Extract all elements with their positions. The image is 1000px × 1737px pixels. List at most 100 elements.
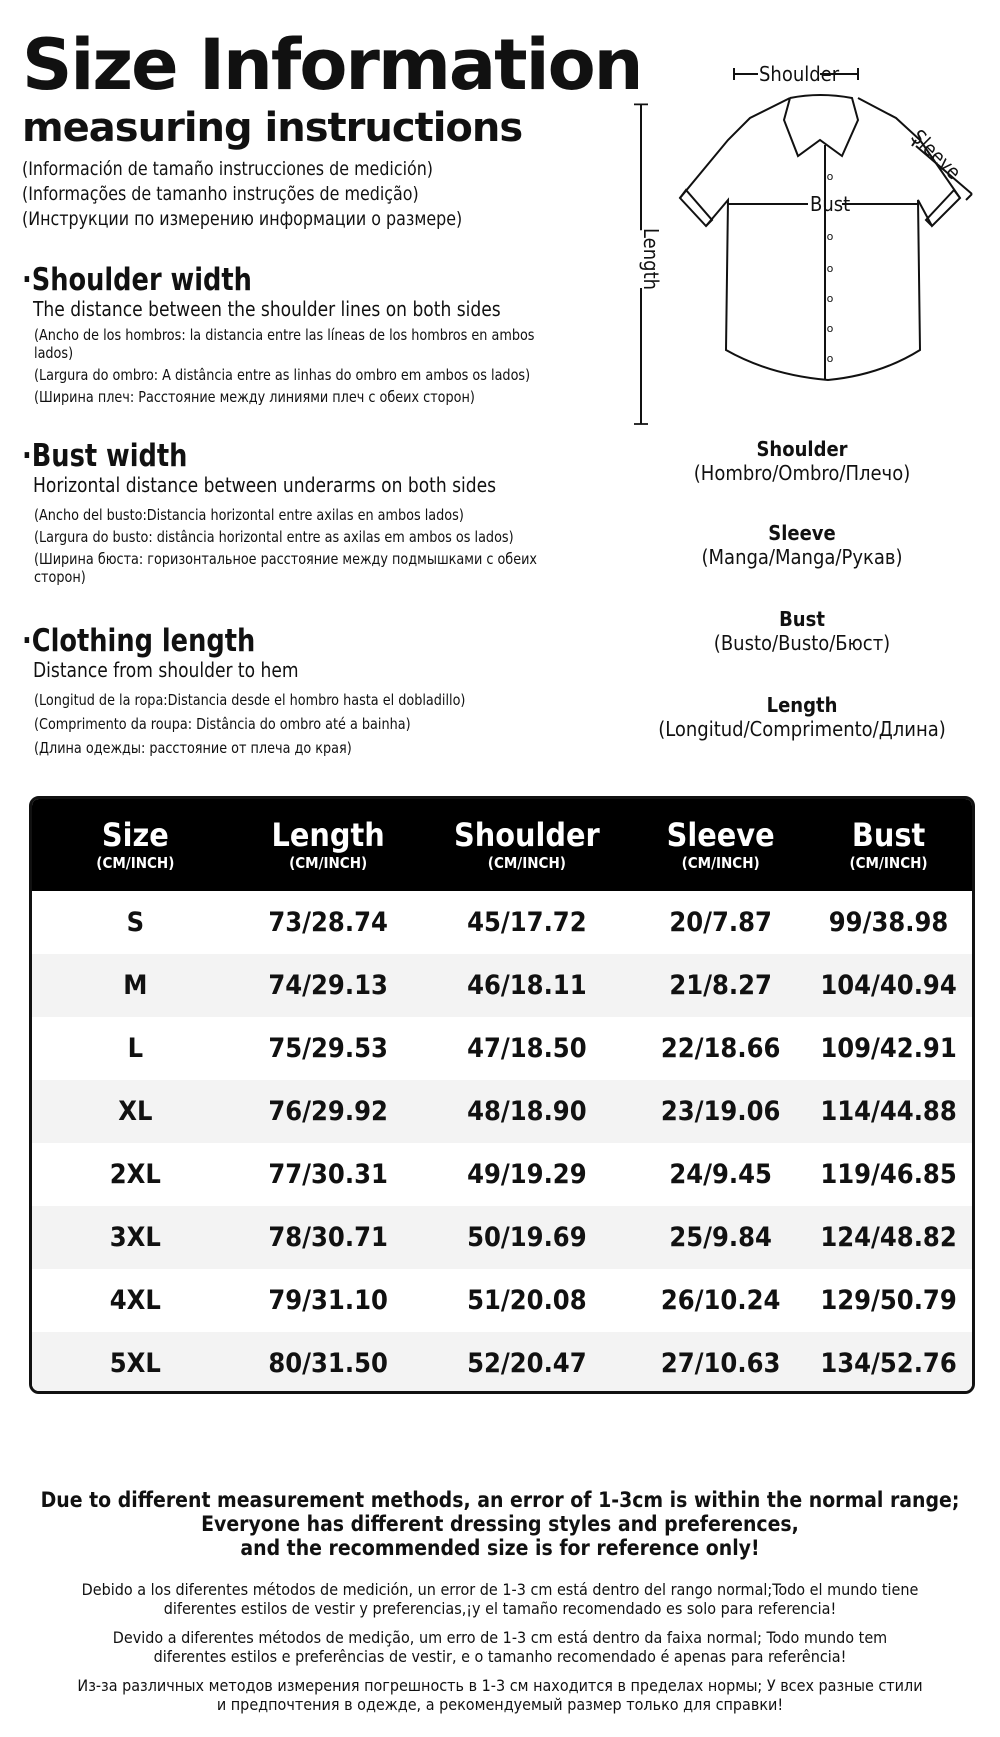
section-desc-bust: Horizontal distance between underarms on… — [33, 473, 497, 497]
measurement-cell: 45/17.72 — [467, 907, 587, 938]
translation-es: (Ancho de los hombros: la distancia entr… — [34, 326, 535, 362]
measurement-cell: 109/42.91 — [820, 1033, 957, 1064]
table-row: M 74/29.13 46/18.11 21/8.27 104/40.94 — [32, 954, 972, 1017]
translation-pt: (Largura do busto: distância horizontal … — [34, 528, 514, 546]
measurement-cell: 25/9.84 — [669, 1222, 772, 1253]
section-translations-length: (Longitud de la ropa:Distancia desde el … — [34, 691, 566, 757]
measurement-cell: 27/10.63 — [660, 1348, 781, 1379]
column-header-bust: Bust (CM/INCH) — [849, 816, 928, 872]
size-cell: L — [127, 1033, 144, 1064]
note-line: and the recommended size is for referenc… — [240, 1536, 760, 1560]
size-cell: 5XL — [109, 1348, 161, 1379]
measurement-cell: 114/44.88 — [820, 1096, 957, 1127]
measurement-cell: 119/46.85 — [820, 1159, 957, 1190]
column-header-sleeve: Sleeve (CM/INCH) — [666, 816, 775, 872]
note-english: Due to different measurement methods, an… — [0, 1488, 1000, 1560]
note-line: diferentes estilos e preferências de ves… — [153, 1647, 847, 1666]
measurement-cell: 134/52.76 — [820, 1348, 957, 1379]
size-cell: 2XL — [109, 1159, 161, 1190]
size-cell: S — [126, 907, 145, 938]
translation-pt: (Informações de tamanho instruções de me… — [22, 183, 419, 205]
table-row: 4XL 79/31.10 51/20.08 26/10.24 129/50.79 — [32, 1269, 972, 1332]
column-header-length: Length (CM/INCH) — [271, 816, 385, 872]
svg-text:o: o — [827, 262, 834, 275]
measurement-cell: 79/31.10 — [268, 1285, 388, 1316]
legend-translation: (Hombro/Ombro/Плечо) — [693, 461, 911, 485]
page-subtitle: measuring instructions — [22, 105, 523, 151]
shirt-outline — [678, 97, 962, 382]
note-line: Debido a los diferentes métodos de medic… — [81, 1580, 919, 1599]
measurement-cell: 46/18.11 — [467, 970, 587, 1001]
svg-text:o: o — [827, 352, 834, 365]
page-title: Size Information — [22, 24, 643, 106]
section-heading-length: ·Clothing length — [22, 623, 256, 659]
table-header: Size (CM/INCH) Length (CM/INCH) Shoulder (C… — [32, 799, 972, 891]
section-desc-shoulder: The distance between the shoulder lines … — [33, 297, 501, 321]
legend-length: Length (Longitud/Comprimento/Длина) — [622, 693, 982, 741]
legend-translation: (Longitud/Comprimento/Длина) — [658, 717, 946, 741]
legend-sleeve: Sleeve (Manga/Manga/Рукав) — [622, 521, 982, 569]
table-row: 5XL 80/31.50 52/20.47 27/10.63 134/52.76 — [32, 1332, 972, 1391]
legend-shoulder: Shoulder (Hombro/Ombro/Плечо) — [622, 437, 982, 485]
note-line: и предпочтения в одежде, а рекомендуемый… — [216, 1695, 784, 1714]
size-cell: 4XL — [109, 1285, 161, 1316]
translation-pt: (Comprimento da roupa: Distância do ombr… — [34, 715, 411, 733]
legend-translation: (Manga/Manga/Рукав) — [701, 545, 903, 569]
measurement-cell: 20/7.87 — [669, 907, 772, 938]
translation-ru: (Длина одежды: расстояние от плеча до кр… — [34, 739, 352, 757]
diagram-bust-label: Bust — [810, 192, 850, 216]
section-heading-shoulder: ·Shoulder width — [22, 262, 252, 298]
size-table: Size (CM/INCH) Length (CM/INCH) Shoulder (C… — [29, 796, 975, 1394]
table-body: S 73/28.74 45/17.72 20/7.87 99/38.98 M 74/29.1… — [32, 891, 972, 1391]
measurement-cell: 124/48.82 — [820, 1222, 957, 1253]
length-measure-line — [634, 103, 648, 425]
measurement-cell: 78/30.71 — [268, 1222, 388, 1253]
legend-name: Bust — [779, 607, 825, 631]
collar — [782, 94, 860, 158]
section-heading-bust: ·Bust width — [22, 438, 188, 474]
legend-name: Sleeve — [768, 521, 836, 545]
measurement-cell: 77/30.31 — [268, 1159, 388, 1190]
measurement-cell: 49/19.29 — [467, 1159, 587, 1190]
size-cell: M — [123, 970, 148, 1001]
diagram-length-label: Length — [639, 228, 663, 290]
measurement-cell: 50/19.69 — [467, 1222, 587, 1253]
svg-text:o: o — [827, 292, 834, 305]
legend-name: Length — [766, 693, 838, 717]
measurement-cell: 52/20.47 — [467, 1348, 587, 1379]
measurement-cell: 99/38.98 — [828, 907, 949, 938]
note-line: diferentes estilos de vestir y preferenc… — [163, 1599, 837, 1618]
diagram-shoulder-label: Shoulder — [759, 62, 840, 86]
measurement-cell: 104/40.94 — [820, 970, 957, 1001]
translation-ru: (Ширина бюста: горизонтальное расстояние… — [34, 550, 538, 586]
note-russian: Из-за различных методов измерения погреш… — [0, 1676, 1000, 1714]
table-row: XL 76/29.92 48/18.90 23/19.06 114/44.88 — [32, 1080, 972, 1143]
section-translations-shoulder: (Ancho de los hombros: la distancia entr… — [34, 326, 566, 406]
svg-text:o: o — [827, 170, 834, 183]
translation-ru: (Ширина плеч: Расстояние между линиями п… — [34, 388, 475, 406]
legend-bust: Bust (Busto/Busto/Бюст) — [622, 607, 982, 655]
note-portuguese: Devido a diferentes métodos de medição, … — [0, 1628, 1000, 1666]
measurement-cell: 23/19.06 — [660, 1096, 781, 1127]
column-header-size: Size (CM/INCH) — [96, 816, 175, 872]
measurement-cell: 73/28.74 — [268, 907, 388, 938]
table-row: L 75/29.53 47/18.50 22/18.66 109/42.91 — [32, 1017, 972, 1080]
button-icons: o o o o o o — [827, 170, 834, 365]
table-row: 3XL 78/30.71 50/19.69 25/9.84 124/48.82 — [32, 1206, 972, 1269]
measurement-cell: 26/10.24 — [660, 1285, 781, 1316]
legend-name: Shoulder — [756, 437, 848, 461]
measurement-cell: 47/18.50 — [467, 1033, 587, 1064]
subtitle-translations: (Información de tamaño instrucciones de … — [22, 157, 462, 232]
table-row: 2XL 77/30.31 49/19.29 24/9.45 119/46.85 — [32, 1143, 972, 1206]
sleeve-measure-line — [911, 139, 973, 201]
svg-text:o: o — [827, 322, 834, 335]
sleeve-cuffs — [679, 188, 961, 227]
translation-es: (Información de tamaño instrucciones de … — [22, 158, 434, 180]
translation-es: (Ancho del busto:Distancia horizontal en… — [34, 506, 464, 524]
translation-pt: (Largura do ombro: A distância entre as … — [34, 366, 531, 384]
table-row: S 73/28.74 45/17.72 20/7.87 99/38.98 — [32, 891, 972, 954]
size-cell: 3XL — [109, 1222, 161, 1253]
measurement-cell: 74/29.13 — [268, 970, 388, 1001]
translation-ru: (Инструкции по измерению информации о ра… — [22, 208, 463, 230]
